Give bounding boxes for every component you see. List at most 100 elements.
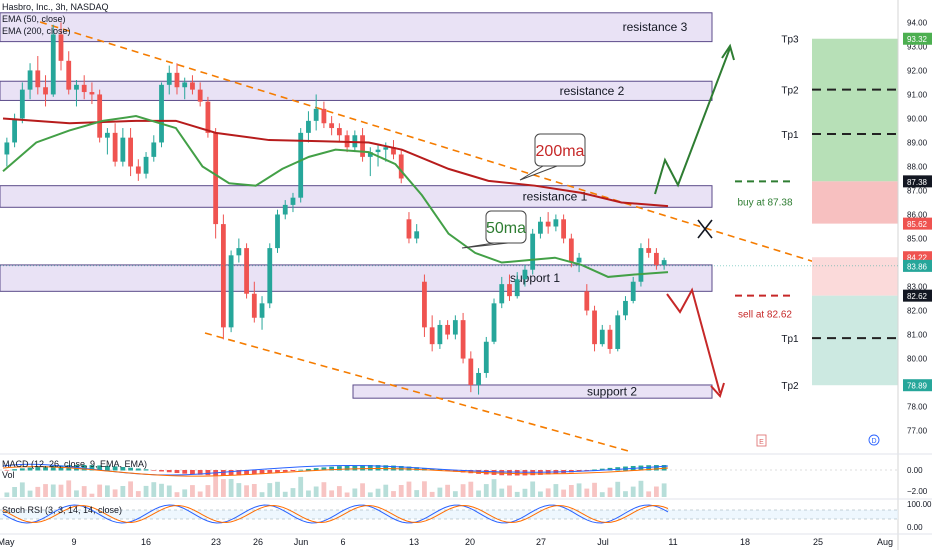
date-tick-9: 27 [536,537,546,547]
volume-bar-62 [483,484,489,497]
candle-body-8 [66,60,72,90]
macd-hist-66 [514,470,520,476]
macd-legend[interactable]: MACD (12, 26, close, 9, EMA, EMA) [2,459,148,469]
price-badge-text-3: 84.22 [907,254,928,263]
volume-bar-80 [623,491,628,497]
zone-resistance-1 [0,185,713,208]
volume-bar-19 [151,482,157,497]
ema50-callout-tail [461,242,509,249]
date-tick-8: 20 [465,537,475,547]
candle-body-57 [445,324,451,335]
candle-body-3 [27,70,33,90]
stoch-band [0,510,898,519]
candle-body-26 [205,101,211,133]
candle-body-4 [35,70,41,88]
candle-body-29 [228,255,234,328]
price-badge-text-4: 83.86 [907,262,928,271]
volume-bar-41 [321,482,327,497]
candle-body-21 [166,72,172,85]
volume-bar-8 [66,480,72,497]
volume-bar-77 [599,492,605,497]
candle-body-47 [367,152,373,157]
volume-bar-30 [236,483,242,497]
dividend-marker-label: D [871,438,876,445]
macd-hist-33 [259,470,265,475]
volume-bar-55 [429,491,435,497]
volume-bar-7 [58,484,64,497]
long-stop-zone [812,181,898,224]
ema50-legend[interactable]: EMA (50, close) [2,14,66,24]
volume-bar-5 [43,484,48,497]
price-badge-5 [903,289,932,302]
macd-hist-2 [19,468,25,471]
volume-bar-16 [128,481,133,497]
candle-body-18 [143,156,149,174]
zone-label-support-2: support 2 [587,385,637,399]
date-tick-5: Jun [294,537,309,547]
macd-hist-17 [135,468,141,471]
candle-body-10 [81,84,87,93]
macd-hist-38 [298,469,304,471]
price-tick-3: 91.00 [907,90,928,99]
ema50-callout-label: 50ma [486,220,526,237]
candle-body-1 [12,118,17,143]
ema200-callout-label: 200ma [536,143,585,160]
zone-support-2 [352,384,713,399]
volume-bar-40 [313,486,319,497]
volume-legend[interactable]: Vol [2,470,15,480]
volume-bar-0 [4,492,10,497]
candle-body-76 [592,310,597,345]
volume-bar-59 [460,484,466,497]
candle-body-83 [646,248,652,253]
candle-body-38 [298,132,304,198]
zone-resistance-3 [0,12,713,43]
volume-bar-15 [120,486,126,497]
candle-body-77 [599,329,605,345]
volume-bar-68 [530,481,536,497]
candle-body-36 [282,204,288,215]
volume-bar-64 [499,488,505,497]
candle-body-64 [499,284,505,304]
candle-body-35 [275,214,280,249]
price-tick-8: 86.00 [907,210,928,219]
stoch-rsi-legend[interactable]: Stoch RSI (3, 3, 14, 14, close) [2,505,123,515]
price-badge-text-1: 87.38 [907,178,928,187]
price-tick-16: 78.00 [907,403,928,412]
candle-body-5 [43,87,48,95]
candle-body-52 [406,219,412,239]
macd-hist-64 [499,470,505,476]
volume-bar-10 [81,486,87,497]
macd-hist-31 [244,470,249,475]
macd-tick-1: −2.00 [907,487,928,496]
candle-body-71 [553,219,559,227]
price-badge-2 [903,217,932,230]
macd-hist-41 [321,467,327,471]
volume-bar-58 [452,491,458,497]
macd-hist-55 [429,468,435,471]
candle-body-56 [437,324,443,345]
candle-body-65 [507,284,512,297]
candle-body-62 [483,341,489,373]
candle-body-61 [476,372,481,385]
candle-body-70 [545,221,551,227]
candle-body-31 [244,248,249,294]
candle-body-9 [74,84,79,90]
date-tick-6: 6 [340,537,345,547]
candle-body-13 [104,132,110,138]
volume-bar-25 [197,491,203,497]
ema200-legend[interactable]: EMA (200, close) [2,26,71,36]
volume-bar-79 [615,481,621,497]
macd-hist-48 [375,465,381,471]
macd-hist-51 [398,466,404,471]
date-tick-1: 9 [71,537,76,547]
volume-bar-85 [661,483,667,497]
descending-trendline-upper [39,21,819,264]
candle-body-2 [19,89,25,119]
candle-body-50 [391,147,396,155]
stoch-tick-0: 100.00 [907,500,932,509]
earnings-marker-label: E [759,439,764,446]
macd-hist-56 [437,469,443,471]
volume-bar-46 [360,483,365,497]
macd-hist-84 [654,465,659,471]
